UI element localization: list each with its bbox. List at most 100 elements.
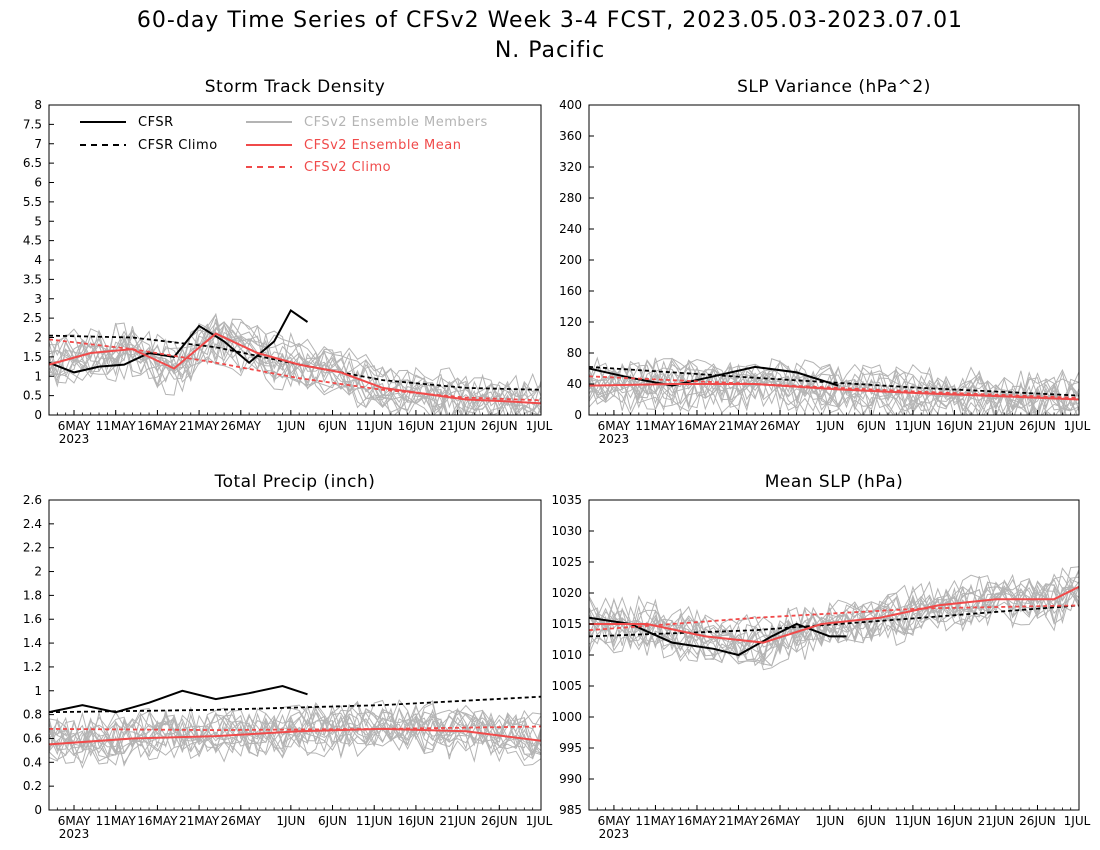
y-tick-label: 3.5 <box>23 272 42 286</box>
figure-title: 60-day Time Series of CFSv2 Week 3-4 FCS… <box>137 8 963 33</box>
x-tick-label: 11MAY <box>96 419 137 433</box>
y-tick-label: 2.2 <box>23 541 42 555</box>
x-tick-label: 11JUN <box>356 419 393 433</box>
x-tick-label: 1JUL <box>526 814 553 828</box>
y-tick-label: 320 <box>559 160 582 174</box>
x-tick-label: 21MAY <box>179 814 220 828</box>
x-tick-label: 21MAY <box>718 814 759 828</box>
y-tick-label: 1.5 <box>23 350 42 364</box>
cfsv2-climo-line <box>49 338 541 402</box>
y-tick-label: 1 <box>34 684 42 698</box>
x-tick-label: 6JUN <box>857 419 886 433</box>
y-tick-label: 2.5 <box>23 311 42 325</box>
x-tick-label: 6JUN <box>318 419 347 433</box>
x-tick-label: 16JUN <box>936 419 973 433</box>
legend-entry: CFSv2 Ensemble Members <box>246 115 488 130</box>
legend-label: CFSR Climo <box>138 138 218 153</box>
x-tick-label: 16MAY <box>677 419 718 433</box>
x-tick-label: 16MAY <box>677 814 718 828</box>
x-tick-label: 1JUN <box>815 814 844 828</box>
ensemble-member-line <box>49 347 539 415</box>
y-tick-label: 0.4 <box>23 755 42 769</box>
legend-entry: CFSR <box>80 115 173 130</box>
x-year-label: 2023 <box>59 432 90 446</box>
x-tick-label: 6JUN <box>318 814 347 828</box>
y-tick-label: 360 <box>559 129 582 143</box>
chart-panel-4: Mean SLP (hPa) 985 990 995 1000 1005 1010 1015 1… <box>551 472 1090 841</box>
chart-legend: CFSR CFSR Climo CFSv2 Ensemble Members CFSv… <box>80 115 488 175</box>
cfsr-line <box>49 308 309 374</box>
cfsr-line <box>589 365 839 387</box>
y-tick-label: 1005 <box>551 679 582 693</box>
y-tick-label: 1 <box>34 369 42 383</box>
x-tick-label: 26MAY <box>221 419 262 433</box>
x-tick-label: 6MAY <box>58 814 91 828</box>
y-tick-label: 5.5 <box>23 195 42 209</box>
panel-title: SLP Variance (hPa^2) <box>737 77 931 97</box>
y-tick-label: 3 <box>34 292 42 306</box>
ensemble-member-line <box>49 335 541 415</box>
legend-label: CFSv2 Ensemble Mean <box>304 138 461 153</box>
ensemble-member-line <box>589 372 1078 415</box>
ensemble-member-line <box>49 711 541 764</box>
x-tick-label: 11MAY <box>96 814 137 828</box>
x-tick-label: 1JUN <box>815 419 844 433</box>
x-year-label: 2023 <box>59 827 90 841</box>
ensemble-member-line <box>589 586 1079 667</box>
y-tick-label: 8 <box>34 98 42 112</box>
y-tick-label: 2.6 <box>23 493 42 507</box>
chart-panel-2: SLP Variance (hPa^2) 0 40 80 120 160 200 240 280… <box>559 77 1091 446</box>
y-tick-label: 985 <box>559 803 582 817</box>
x-tick-label: 21MAY <box>718 419 759 433</box>
y-tick-label: 1000 <box>551 710 582 724</box>
x-tick-label: 21JUN <box>439 419 476 433</box>
ensemble-member-line <box>589 366 1079 415</box>
y-tick-label: 0.5 <box>23 389 42 403</box>
x-tick-label: 1JUN <box>276 814 305 828</box>
ensemble-member-line <box>49 321 532 415</box>
x-tick-label: 6MAY <box>58 419 91 433</box>
x-tick-label: 26MAY <box>760 419 801 433</box>
x-tick-label: 21MAY <box>179 419 220 433</box>
legend-label: CFSv2 Ensemble Members <box>304 115 488 130</box>
y-tick-label: 1.6 <box>23 612 42 626</box>
y-tick-label: 5 <box>34 214 42 228</box>
figure-subtitle: N. Pacific <box>495 38 605 63</box>
y-tick-label: 200 <box>559 253 582 267</box>
y-tick-label: 0.2 <box>23 779 42 793</box>
x-tick-label: 16JUN <box>398 419 435 433</box>
ensemble-member-line <box>49 702 541 755</box>
x-year-label: 2023 <box>599 827 630 841</box>
x-tick-label: 16MAY <box>137 419 178 433</box>
panel-title: Mean SLP (hPa) <box>765 472 904 492</box>
x-tick-label: 26JUN <box>481 814 518 828</box>
y-tick-label: 1035 <box>551 493 582 507</box>
plot-area <box>49 684 541 769</box>
y-tick-label: 0 <box>574 408 582 422</box>
y-tick-label: 6 <box>34 176 42 190</box>
x-tick-label: 1JUL <box>526 419 553 433</box>
x-tick-label: 16JUN <box>936 814 973 828</box>
x-tick-label: 26JUN <box>481 419 518 433</box>
cfsv2-ensemble-mean-line <box>589 383 1079 401</box>
chart-panel-1: Storm Track Density 0 0.5 1 1.5 2 2.5 3 3.5 4 4.5 5… <box>23 77 553 446</box>
cfsr-line <box>589 616 847 657</box>
x-tick-label: 6MAY <box>598 814 631 828</box>
x-tick-label: 1JUL <box>1064 814 1091 828</box>
x-tick-label: 21JUN <box>439 814 476 828</box>
x-year-label: 2023 <box>599 432 630 446</box>
x-tick-label: 11JUN <box>895 814 932 828</box>
x-tick-label: 11JUN <box>356 814 393 828</box>
x-tick-label: 26JUN <box>1019 814 1056 828</box>
y-tick-label: 80 <box>567 346 582 360</box>
panel-title: Total Precip (inch) <box>214 472 376 492</box>
panel-title: Storm Track Density <box>205 77 386 97</box>
plot-frame <box>48 499 542 811</box>
x-tick-label: 26MAY <box>221 814 262 828</box>
y-tick-label: 1025 <box>551 555 582 569</box>
x-tick-label: 6JUN <box>857 814 886 828</box>
ensemble-member-line <box>589 357 1079 404</box>
y-tick-label: 1015 <box>551 617 582 631</box>
x-tick-label: 21JUN <box>978 814 1015 828</box>
x-tick-label: 21JUN <box>978 419 1015 433</box>
